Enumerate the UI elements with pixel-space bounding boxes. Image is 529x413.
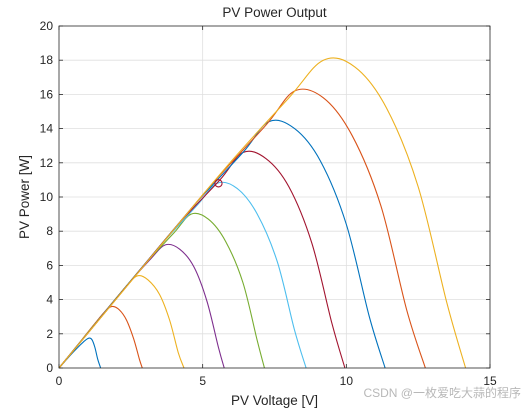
y-tick-label: 10: [40, 190, 54, 204]
grid-lines: [59, 26, 490, 368]
marker-layer: [214, 179, 223, 188]
y-tick-label: 16: [40, 87, 54, 101]
y-tick-label: 12: [40, 156, 54, 170]
x-tick-label: 5: [199, 374, 206, 388]
y-tick-label: 18: [40, 53, 54, 67]
pv-curve-10: [58, 57, 467, 369]
operating-point-marker: [214, 179, 223, 188]
y-tick-label: 4: [46, 293, 53, 307]
x-axis-label: PV Voltage [V]: [231, 393, 318, 408]
y-tick-label: 6: [46, 258, 53, 272]
y-tick-label: 0: [46, 361, 53, 375]
x-tick-label: 15: [483, 374, 497, 388]
chart-title: PV Power Output: [222, 5, 327, 20]
series-lines: [58, 57, 467, 369]
y-tick-label: 20: [40, 19, 54, 33]
y-tick-label: 14: [40, 122, 54, 136]
axis-ticks: 0 5 10 15 0 2 4 6 8 10 12 14 16 18 20: [40, 19, 497, 388]
y-tick-label: 2: [46, 327, 53, 341]
watermark-text: CSDN @一枚爱吃大蒜的程序: [363, 385, 521, 400]
y-tick-label: 8: [46, 224, 53, 238]
y-axis-label: PV Power [W]: [17, 155, 32, 239]
x-tick-label: 0: [56, 374, 63, 388]
x-tick-label: 10: [340, 374, 354, 388]
